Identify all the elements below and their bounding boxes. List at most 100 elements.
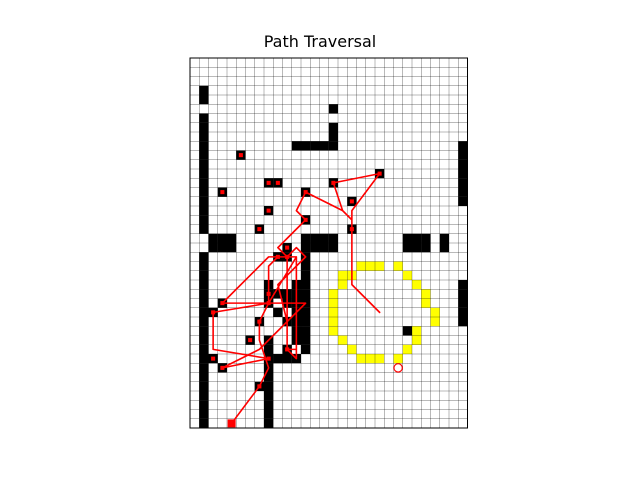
highlight-cell bbox=[338, 270, 348, 280]
visited-marker bbox=[285, 245, 290, 250]
obstacle-cell bbox=[199, 150, 209, 160]
obstacle-cell bbox=[328, 104, 338, 114]
visited-marker bbox=[266, 180, 271, 185]
obstacle-cell bbox=[439, 243, 449, 253]
obstacle-cell bbox=[199, 289, 209, 299]
visited-marker bbox=[275, 180, 280, 185]
highlight-cell bbox=[412, 280, 422, 290]
obstacle-cell bbox=[199, 391, 209, 401]
chart-title: Path Traversal bbox=[263, 32, 377, 51]
obstacle-cell bbox=[199, 132, 209, 142]
obstacle-cell bbox=[421, 243, 431, 253]
obstacle-cell bbox=[199, 113, 209, 123]
obstacle-cell bbox=[199, 252, 209, 262]
obstacle-cell bbox=[227, 233, 237, 243]
highlight-cell bbox=[328, 317, 338, 327]
obstacle-cell bbox=[301, 270, 311, 280]
obstacle-cell bbox=[310, 243, 320, 253]
obstacle-cell bbox=[199, 381, 209, 391]
highlight-cell bbox=[393, 354, 403, 364]
goal-marker bbox=[393, 363, 403, 373]
highlight-cell bbox=[338, 335, 348, 345]
obstacle-cell bbox=[199, 141, 209, 151]
obstacle-cell bbox=[402, 233, 412, 243]
obstacle-cell bbox=[328, 122, 338, 132]
obstacle-cell bbox=[301, 261, 311, 271]
obstacle-cell bbox=[319, 243, 329, 253]
obstacle-cell bbox=[199, 169, 209, 179]
obstacle-cell bbox=[458, 298, 468, 308]
obstacle-cell bbox=[328, 132, 338, 142]
obstacle-cell bbox=[328, 233, 338, 243]
highlight-cell bbox=[375, 261, 385, 271]
obstacle-cell bbox=[199, 317, 209, 327]
obstacle-cell bbox=[412, 243, 422, 253]
obstacle-cell bbox=[458, 289, 468, 299]
obstacle-cell bbox=[199, 187, 209, 197]
markers-layer bbox=[227, 363, 403, 428]
highlight-cell bbox=[347, 344, 357, 354]
highlight-cell bbox=[375, 354, 385, 364]
obstacle-cell bbox=[199, 307, 209, 317]
obstacle-cell bbox=[199, 335, 209, 345]
obstacle-cell bbox=[301, 335, 311, 345]
highlight-cell bbox=[402, 270, 412, 280]
obstacle-cell bbox=[264, 372, 274, 382]
obstacle-cell bbox=[458, 141, 468, 151]
obstacle-cell bbox=[199, 270, 209, 280]
obstacle-cell bbox=[199, 418, 209, 428]
highlight-cell bbox=[412, 326, 422, 336]
obstacle-cell bbox=[199, 224, 209, 234]
obstacle-cell bbox=[301, 317, 311, 327]
obstacle-cell bbox=[319, 141, 329, 151]
highlight-cell bbox=[430, 317, 440, 327]
highlight-cell bbox=[421, 298, 431, 308]
highlight-cell bbox=[328, 326, 338, 336]
obstacle-cell bbox=[310, 233, 320, 243]
obstacle-cell bbox=[458, 178, 468, 188]
obstacle-cell bbox=[439, 233, 449, 243]
obstacle-cell bbox=[319, 233, 329, 243]
obstacle-cell bbox=[199, 344, 209, 354]
obstacle-cell bbox=[301, 326, 311, 336]
obstacle-cell bbox=[458, 150, 468, 160]
obstacle-cell bbox=[208, 243, 218, 253]
obstacle-cell bbox=[458, 169, 468, 179]
highlight-cell bbox=[402, 344, 412, 354]
obstacle-cell bbox=[199, 409, 209, 419]
obstacle-cell bbox=[208, 233, 218, 243]
obstacle-cell bbox=[227, 243, 237, 253]
obstacle-cell bbox=[264, 391, 274, 401]
obstacle-cell bbox=[199, 326, 209, 336]
obstacle-cell bbox=[217, 243, 227, 253]
obstacle-cell bbox=[199, 122, 209, 132]
path-line bbox=[212, 172, 381, 425]
obstacle-cell bbox=[199, 206, 209, 216]
obstacle-cell bbox=[199, 95, 209, 105]
obstacle-cell bbox=[199, 159, 209, 169]
visited-marker bbox=[257, 227, 262, 232]
obstacle-cell bbox=[402, 243, 412, 253]
highlight-cell bbox=[365, 354, 375, 364]
obstacle-cell bbox=[458, 307, 468, 317]
obstacle-cell bbox=[282, 354, 292, 364]
obstacle-cell bbox=[301, 233, 311, 243]
obstacle-cell bbox=[199, 85, 209, 95]
obstacle-cell bbox=[301, 280, 311, 290]
obstacle-cell bbox=[199, 400, 209, 410]
obstacle-cell bbox=[458, 317, 468, 327]
visited-marker bbox=[349, 199, 354, 204]
obstacle-cell bbox=[301, 243, 311, 253]
obstacle-cell bbox=[199, 261, 209, 271]
obstacle-cell bbox=[458, 159, 468, 169]
grid-lines-layer bbox=[189, 57, 468, 429]
visited-marker bbox=[266, 208, 271, 213]
obstacle-cell bbox=[458, 187, 468, 197]
obstacle-cell bbox=[199, 298, 209, 308]
visited-marker bbox=[238, 153, 243, 158]
obstacle-cell bbox=[402, 326, 412, 336]
obstacle-cell bbox=[199, 196, 209, 206]
obstacle-cell bbox=[301, 289, 311, 299]
obstacle-cell bbox=[273, 289, 283, 299]
obstacle-cell bbox=[273, 307, 283, 317]
